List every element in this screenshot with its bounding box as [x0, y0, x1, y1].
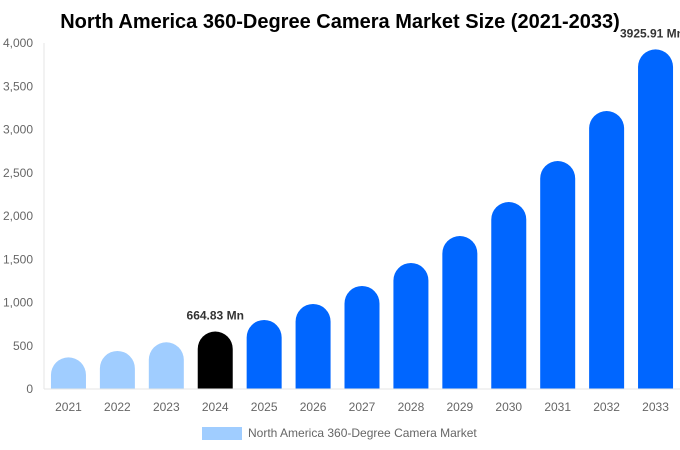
legend-swatch: [202, 427, 242, 440]
y-tick-label: 3,000: [3, 123, 33, 137]
data-labels: 664.83 Mn 3925.91 Mn: [187, 26, 680, 322]
bar-2033[interactable]: [638, 49, 674, 389]
bars: [50, 49, 674, 389]
x-tick-label: 2025: [251, 400, 278, 414]
bar-2026[interactable]: [295, 303, 331, 389]
y-tick-label: 0: [26, 382, 33, 396]
y-tick-label: 3,500: [3, 79, 33, 93]
x-tick-label: 2033: [642, 400, 669, 414]
x-tick-label: 2023: [153, 400, 180, 414]
x-tick-label: 2021: [55, 400, 82, 414]
y-tick-label: 2,000: [3, 209, 33, 223]
bar-2023[interactable]: [148, 342, 184, 389]
x-tick-label: 2029: [446, 400, 473, 414]
x-tick-label: 2030: [495, 400, 522, 414]
x-tick-label: 2027: [349, 400, 376, 414]
x-tick-label: 2026: [300, 400, 327, 414]
y-tick-label: 4,000: [3, 36, 33, 50]
x-tick-label: 2028: [398, 400, 425, 414]
data-label-2033: 3925.91 Mn: [620, 26, 680, 40]
bar-2027[interactable]: [344, 285, 380, 389]
data-label-2024: 664.83 Mn: [187, 308, 244, 322]
y-tick-label: 1,000: [3, 296, 33, 310]
bar-2028[interactable]: [393, 262, 429, 389]
bar-2031[interactable]: [540, 160, 576, 389]
legend-label: North America 360-Degree Camera Market: [248, 426, 477, 440]
x-tick-label: 2032: [593, 400, 620, 414]
bar-2022[interactable]: [99, 350, 135, 389]
chart-title: North America 360-Degree Camera Market S…: [60, 11, 620, 33]
bar-2032[interactable]: [589, 110, 625, 389]
y-tick-label: 1,500: [3, 252, 33, 266]
y-axis: 0 500 1,000 1,500 2,000 2,500 3,000 3,500 4,000: [3, 36, 45, 396]
x-tick-label: 2031: [544, 400, 571, 414]
bar-2029[interactable]: [442, 235, 478, 389]
x-axis: 2021 2022 2023 2024 2025 2026 2027 2028 2029 2030…: [44, 388, 680, 414]
bar-2021[interactable]: [50, 357, 86, 389]
legend[interactable]: North America 360-Degree Camera Market: [202, 426, 477, 440]
y-tick-label: 500: [13, 339, 33, 353]
bar-2025[interactable]: [246, 319, 282, 389]
x-tick-label: 2022: [104, 400, 131, 414]
x-tick-label: 2024: [202, 400, 229, 414]
bar-2030[interactable]: [491, 201, 527, 389]
bar-2024[interactable]: [197, 331, 233, 389]
y-tick-label: 2,500: [3, 166, 33, 180]
